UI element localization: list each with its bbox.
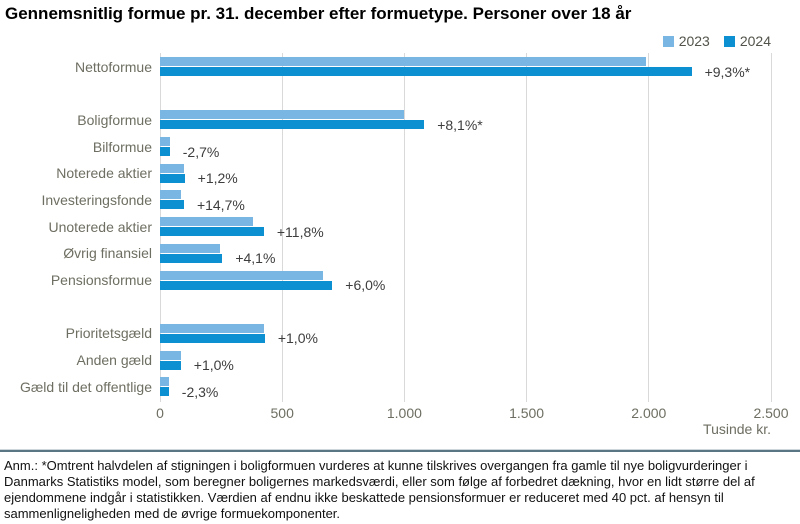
bar-2023: [160, 270, 323, 280]
bar-2024: [160, 360, 181, 370]
change-label: -2,7%: [182, 143, 220, 160]
legend: 2023 2024: [662, 33, 771, 49]
gridline: [403, 53, 405, 402]
category-label: Pensionsformue: [50, 272, 152, 289]
gridline: [526, 53, 528, 402]
category-label: Noterede aktier: [56, 165, 152, 182]
x-tick-label: 0: [156, 405, 164, 421]
bar-2023: [160, 110, 405, 120]
change-label: +8,1%*: [437, 116, 483, 133]
bar-2024: [160, 147, 170, 157]
category-label: Unoterede aktier: [48, 218, 152, 235]
bar-2023: [160, 350, 181, 360]
gridline: [281, 53, 283, 402]
bar-2024: [160, 387, 169, 397]
category-label: Anden gæld: [76, 352, 152, 369]
category-label: Investeringsfonde: [41, 191, 152, 208]
bar-2024: [160, 67, 692, 76]
change-label: +11,8%: [276, 223, 324, 240]
bar-chart-plot-area: 0 500 1.000 1.500 2.000 2.500 Nettoformue +9,3%…: [19, 53, 789, 421]
category-label: Prioritetsgæld: [65, 325, 152, 342]
x-tick-label: 1.000: [386, 405, 422, 421]
bar-2023: [160, 377, 169, 387]
bar-2024: [160, 200, 184, 210]
change-label: +4,1%: [235, 250, 276, 267]
change-label: +14,7%: [196, 196, 245, 213]
bar-2024: [160, 280, 333, 290]
bar-2023: [160, 163, 185, 173]
bar-2023: [160, 57, 647, 66]
bar-2023: [160, 323, 264, 333]
x-tick-label: 1.500: [509, 405, 545, 421]
legend-entry-2023: 2023: [662, 33, 710, 49]
category-label: Boligformue: [77, 111, 152, 128]
category-label: Nettoformue: [74, 58, 152, 75]
category-label: Øvrig finansiel: [63, 245, 152, 262]
change-label: +1,0%: [193, 357, 234, 374]
bar-2023: [160, 137, 170, 147]
category-label: Gæld til det offentlige: [19, 378, 152, 395]
bar-2024: [160, 333, 265, 343]
bar-2024: [160, 253, 223, 263]
bar-2024: [160, 173, 185, 183]
bar-2024: [160, 120, 425, 130]
change-label: +6,0%: [345, 277, 386, 294]
legend-label-2023: 2023: [678, 33, 710, 49]
x-tick-label: 500: [270, 405, 294, 421]
category-label: Bilformue: [92, 138, 152, 155]
legend-label-2024: 2024: [739, 33, 771, 49]
change-label: +9,3%*: [704, 63, 751, 80]
change-label: +1,2%: [197, 170, 238, 187]
change-label: -2,3%: [181, 383, 219, 400]
gridline: [770, 53, 772, 402]
gridline: [648, 53, 650, 402]
bar-2023: [160, 190, 181, 200]
bar-2023: [160, 243, 220, 253]
legend-entry-2024: 2024: [723, 33, 771, 49]
x-tick-label: 2.500: [753, 405, 789, 421]
bar-2023: [160, 217, 253, 227]
bar-2024: [160, 227, 264, 237]
chart-title: Gennemsnitlig formue pr. 31. december ef…: [5, 4, 632, 23]
change-label: +1,0%: [277, 330, 318, 347]
footnote-text: Anm.: *Omtrent halvdelen af stigningen i…: [4, 458, 755, 521]
legend-swatch-2023: [662, 35, 674, 47]
x-tick-label: 2.000: [631, 405, 667, 421]
x-axis-unit-label: Tusinde kr.: [703, 421, 771, 437]
legend-swatch-2024: [723, 35, 735, 47]
footer-separator-line: [0, 449, 800, 452]
